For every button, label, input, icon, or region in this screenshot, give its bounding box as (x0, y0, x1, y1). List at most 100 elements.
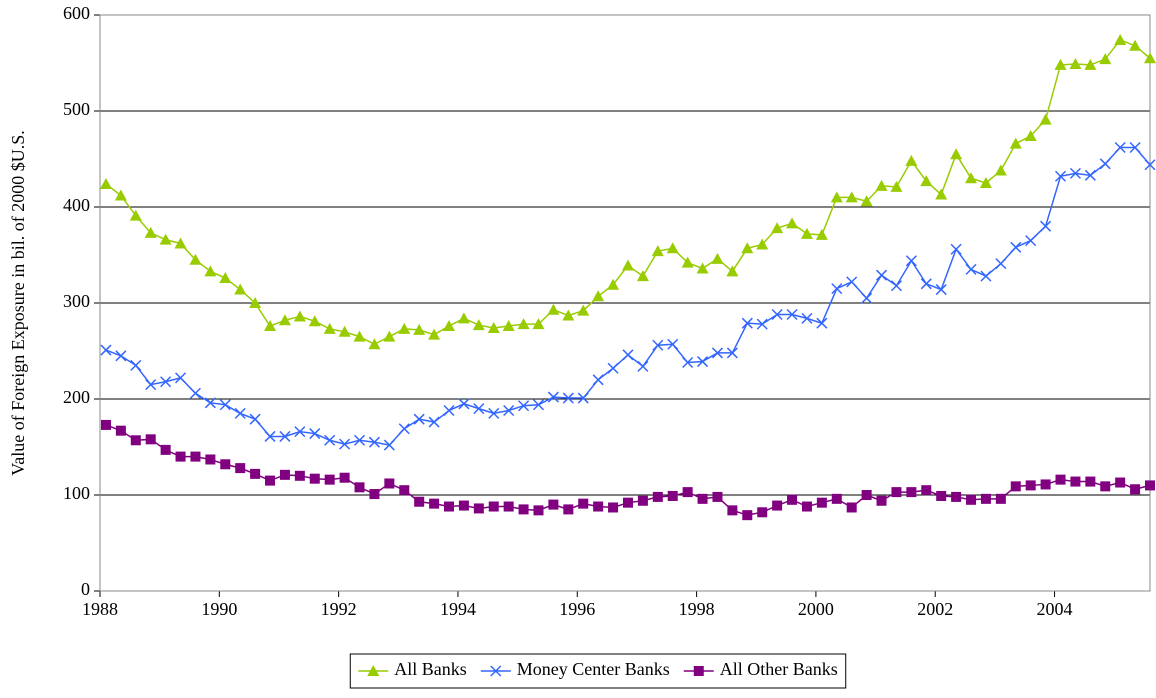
marker (682, 356, 694, 369)
legend-label: All Banks (394, 659, 467, 679)
marker (801, 501, 812, 512)
marker (906, 487, 917, 498)
marker (830, 191, 843, 203)
marker (1040, 220, 1052, 232)
marker (264, 430, 276, 442)
marker (1099, 53, 1112, 65)
marker (891, 487, 902, 498)
marker (473, 403, 485, 415)
marker (742, 510, 753, 521)
marker (1144, 159, 1156, 171)
x-tick-label: 2000 (798, 599, 834, 619)
marker (786, 217, 799, 229)
marker (1039, 113, 1052, 125)
marker (369, 489, 380, 500)
x-tick-label: 1998 (679, 599, 715, 619)
marker (518, 504, 529, 515)
marker (473, 503, 484, 514)
marker (800, 227, 813, 239)
marker (1114, 33, 1127, 45)
marker (323, 322, 336, 334)
marker (697, 356, 709, 368)
marker (100, 344, 112, 356)
marker (548, 499, 559, 510)
marker (458, 500, 469, 511)
marker (175, 372, 187, 384)
marker (367, 665, 380, 676)
marker (592, 290, 605, 302)
marker (711, 252, 724, 264)
marker (308, 315, 321, 327)
marker (816, 497, 827, 508)
marker (145, 379, 157, 391)
marker (577, 392, 589, 404)
marker (965, 263, 977, 275)
marker (115, 425, 126, 436)
marker (518, 400, 530, 412)
marker (1040, 479, 1051, 490)
marker (174, 237, 187, 249)
marker (1054, 58, 1067, 70)
legend-item: Money Center Banks (480, 659, 670, 679)
marker (294, 426, 306, 438)
marker (845, 191, 858, 203)
marker (532, 318, 545, 330)
marker (309, 473, 320, 484)
marker (861, 490, 872, 500)
marker (592, 374, 604, 386)
marker (741, 317, 753, 329)
marker (220, 459, 231, 470)
legend-item: All Banks (358, 659, 467, 679)
marker (1069, 167, 1081, 179)
marker (667, 490, 678, 501)
y-axis-label: Value of Foreign Exposure in bil. of 200… (8, 130, 28, 475)
marker (1084, 58, 1097, 70)
marker (293, 310, 306, 322)
marker (1145, 480, 1155, 491)
marker (428, 328, 441, 340)
marker (562, 392, 574, 404)
y-tick-label: 100 (63, 483, 90, 503)
marker (339, 438, 351, 450)
marker (114, 189, 127, 201)
marker (876, 269, 888, 281)
marker (249, 413, 261, 425)
plot-frame (99, 14, 1151, 592)
marker (265, 475, 276, 486)
marker (160, 376, 172, 388)
marker (339, 472, 350, 483)
marker (204, 397, 216, 409)
marker (816, 317, 828, 329)
marker (921, 485, 932, 496)
marker (757, 507, 768, 518)
marker (875, 179, 888, 191)
x-tick-label: 1996 (559, 599, 595, 619)
marker (429, 498, 440, 509)
marker (920, 278, 932, 290)
marker (636, 270, 649, 282)
marker (905, 154, 918, 166)
marker (1025, 480, 1036, 491)
marker (235, 463, 246, 474)
marker (1054, 170, 1067, 182)
marker (861, 292, 873, 304)
y-tick-label: 400 (63, 195, 90, 215)
marker (726, 347, 738, 359)
marker (398, 322, 411, 334)
marker (129, 209, 142, 221)
marker (622, 349, 634, 361)
marker (608, 502, 619, 513)
series-line (105, 146, 1151, 446)
marker (622, 497, 633, 508)
marker (324, 434, 336, 446)
marker (651, 245, 664, 257)
marker (189, 253, 202, 265)
marker (607, 278, 620, 290)
marker (935, 188, 948, 200)
marker (383, 439, 395, 451)
marker (621, 259, 634, 271)
marker (682, 487, 693, 498)
marker (995, 258, 1007, 270)
marker (532, 399, 545, 411)
marker (1070, 476, 1081, 487)
